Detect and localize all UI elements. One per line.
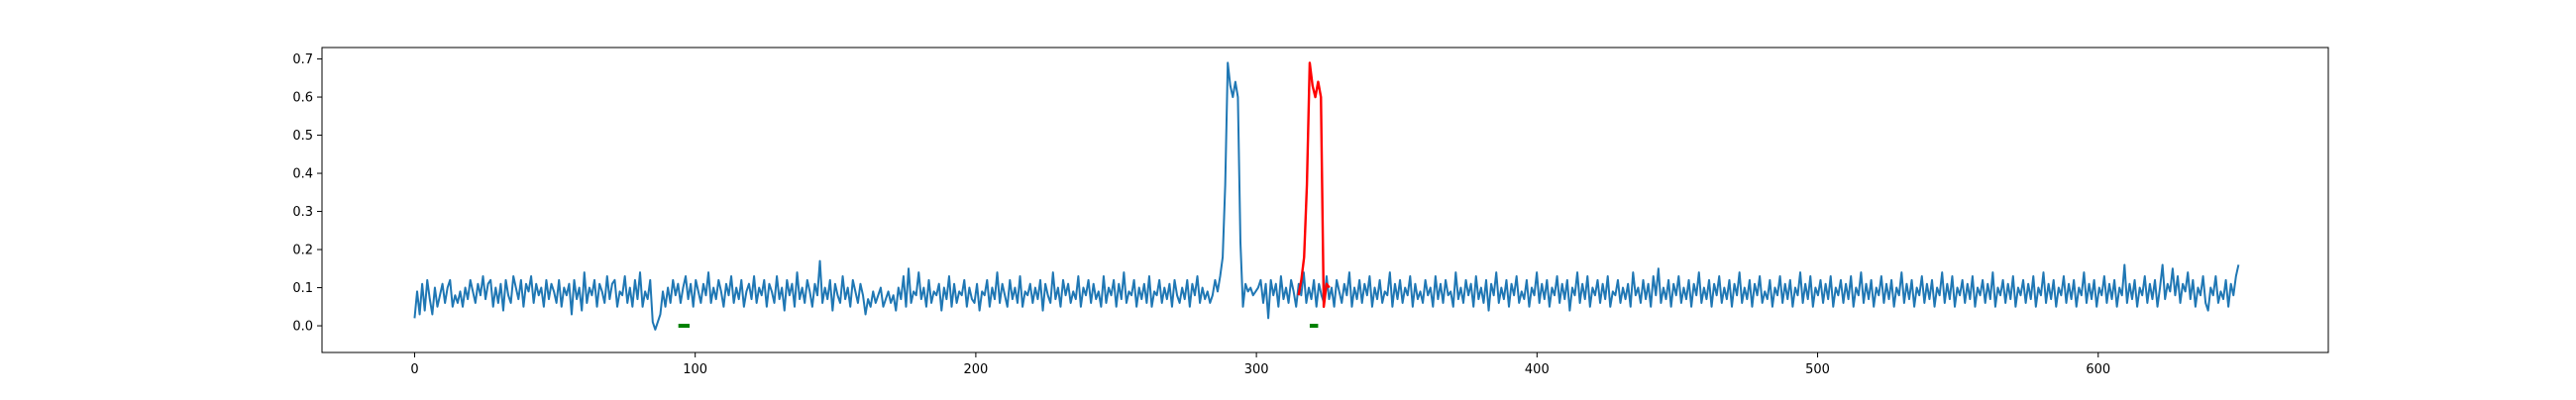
series-line-signal: [413, 61, 2240, 331]
x-tick-label: 500: [1805, 362, 1830, 377]
y-tick-label: 0.4: [292, 167, 313, 182]
plot-area-frame: [321, 47, 2329, 353]
x-tick-label: 300: [1244, 362, 1269, 377]
x-tick-label: 200: [963, 362, 988, 377]
y-tick-label: 0.7: [292, 52, 313, 67]
y-tick-label: 0.6: [292, 91, 313, 106]
x-axis: 0 100 200 300 400 500 600: [410, 352, 2110, 377]
x-tick-label: 0: [410, 362, 418, 377]
x-tick-label: 600: [2086, 362, 2110, 377]
y-tick-label: 0.3: [292, 205, 313, 220]
y-tick-label: 0.5: [292, 129, 313, 144]
x-tick-label: 100: [683, 362, 707, 377]
y-axis: 0.0 0.1 0.2 0.3 0.4 0.5 0.6 0.7: [292, 52, 322, 335]
y-tick-label: 0.2: [292, 244, 313, 258]
series-line-anomaly: [1297, 61, 1331, 308]
x-tick-label: 400: [1525, 362, 1550, 377]
series-layer: [413, 61, 2240, 331]
y-tick-label: 0.0: [292, 320, 313, 335]
y-tick-label: 0.1: [292, 281, 313, 296]
